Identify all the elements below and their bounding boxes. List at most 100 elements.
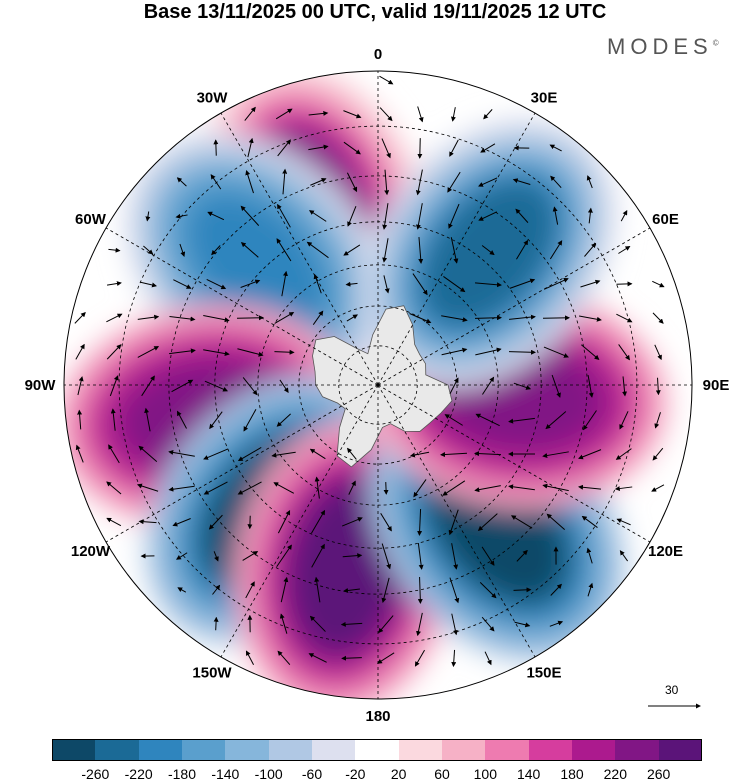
wind-vector <box>277 139 291 157</box>
wind-vector <box>587 375 594 398</box>
wind-vector <box>342 553 363 559</box>
anomaly-centre <box>360 118 617 389</box>
wind-vector <box>412 273 428 296</box>
wind-vector <box>417 576 423 604</box>
wind-vector <box>417 543 424 570</box>
wind-vector <box>282 168 288 195</box>
wind-vector <box>475 282 502 288</box>
wind-vector <box>276 238 292 262</box>
wind-vector <box>549 620 564 627</box>
wind-vector <box>481 245 495 256</box>
wind-vector <box>619 550 629 562</box>
wind-vector <box>614 486 633 492</box>
wind-vector <box>172 518 191 527</box>
wind-vector <box>379 75 394 85</box>
colorbar-tick-label: 100 <box>473 766 497 782</box>
colorbar-tick-label: -220 <box>124 766 153 782</box>
wind-vector <box>106 517 122 527</box>
wind-vector <box>542 451 569 458</box>
wind-vector <box>578 449 602 460</box>
wind-vector <box>203 349 230 357</box>
wind-vector <box>138 445 158 463</box>
wind-vector <box>309 615 326 632</box>
colorbar-segment <box>615 739 660 761</box>
wind-vector <box>509 278 536 289</box>
wind-vector <box>346 314 358 322</box>
wind-vector <box>578 484 602 490</box>
wind-vector <box>237 447 262 462</box>
wind-vector <box>484 651 492 666</box>
wind-vector <box>413 479 427 498</box>
wind-vector <box>516 239 529 260</box>
wind-vector <box>179 243 186 257</box>
colorbar-tick-label: -60 <box>301 766 323 782</box>
wind-vector <box>440 452 468 458</box>
wind-vector <box>549 240 563 260</box>
wind-vector <box>203 481 228 495</box>
wind-vector <box>137 346 160 358</box>
wind-vector <box>618 344 630 361</box>
longitude-label: 90E <box>703 377 730 394</box>
colorbar-tick-label: -260 <box>81 766 110 782</box>
wind-vector <box>450 237 459 264</box>
wind-vector <box>546 513 566 531</box>
wind-vector <box>616 518 631 526</box>
wind-vector <box>409 451 430 458</box>
wind-vector <box>240 242 259 258</box>
wind-vector <box>616 313 633 323</box>
wind-vector <box>545 411 567 430</box>
wind-vector <box>274 349 295 355</box>
wind-vector <box>107 281 122 287</box>
wind-vector <box>478 211 498 221</box>
wind-vector <box>543 278 569 290</box>
longitude-label: 0 <box>374 46 382 63</box>
colorbar-tick-label: 180 <box>560 766 584 782</box>
wind-vector <box>236 315 264 321</box>
wind-vector <box>243 408 257 432</box>
wind-vector <box>137 314 160 320</box>
wind-vector <box>271 451 296 458</box>
wind-vector <box>169 348 196 355</box>
colorbar-segment <box>52 739 96 761</box>
wind-vector <box>415 169 423 196</box>
wind-vector <box>311 543 325 568</box>
wind-vector <box>442 480 466 496</box>
wind-vector <box>245 169 254 194</box>
colorbar-segment <box>355 739 400 761</box>
wind-vector <box>244 106 256 121</box>
wind-vector <box>204 380 229 392</box>
wind-vector <box>245 650 254 665</box>
wind-vector <box>168 485 195 492</box>
wind-vector <box>77 376 84 396</box>
wind-vector <box>168 449 195 457</box>
wind-vector <box>551 374 561 398</box>
wind-vector <box>75 444 84 463</box>
wind-vector <box>274 312 295 324</box>
wind-vector <box>552 206 559 225</box>
wind-vector <box>346 172 358 193</box>
wind-vector <box>213 616 219 631</box>
wind-vector <box>108 247 121 253</box>
wind-vector <box>203 314 230 323</box>
wind-vector <box>237 348 264 357</box>
wind-vector <box>308 110 329 116</box>
meridian-line <box>377 112 536 386</box>
wind-vector <box>276 544 292 568</box>
wind-vector <box>417 508 423 536</box>
wind-vector <box>508 417 535 424</box>
wind-vector <box>580 279 601 288</box>
wind-vector <box>313 273 322 294</box>
wind-vector <box>211 245 221 256</box>
wind-vector <box>377 652 395 664</box>
wind-vector <box>449 139 459 157</box>
wind-vector <box>382 238 389 263</box>
brand-logo: MODES© <box>607 34 719 60</box>
colorbar-tick-label: -180 <box>167 766 197 782</box>
longitude-label: 150E <box>526 665 561 682</box>
colorbar-segment <box>528 739 573 761</box>
wind-vector <box>480 143 496 153</box>
colorbar-tick-label: 20 <box>390 766 407 782</box>
wind-vector <box>578 315 602 322</box>
wind-vector <box>652 280 665 288</box>
